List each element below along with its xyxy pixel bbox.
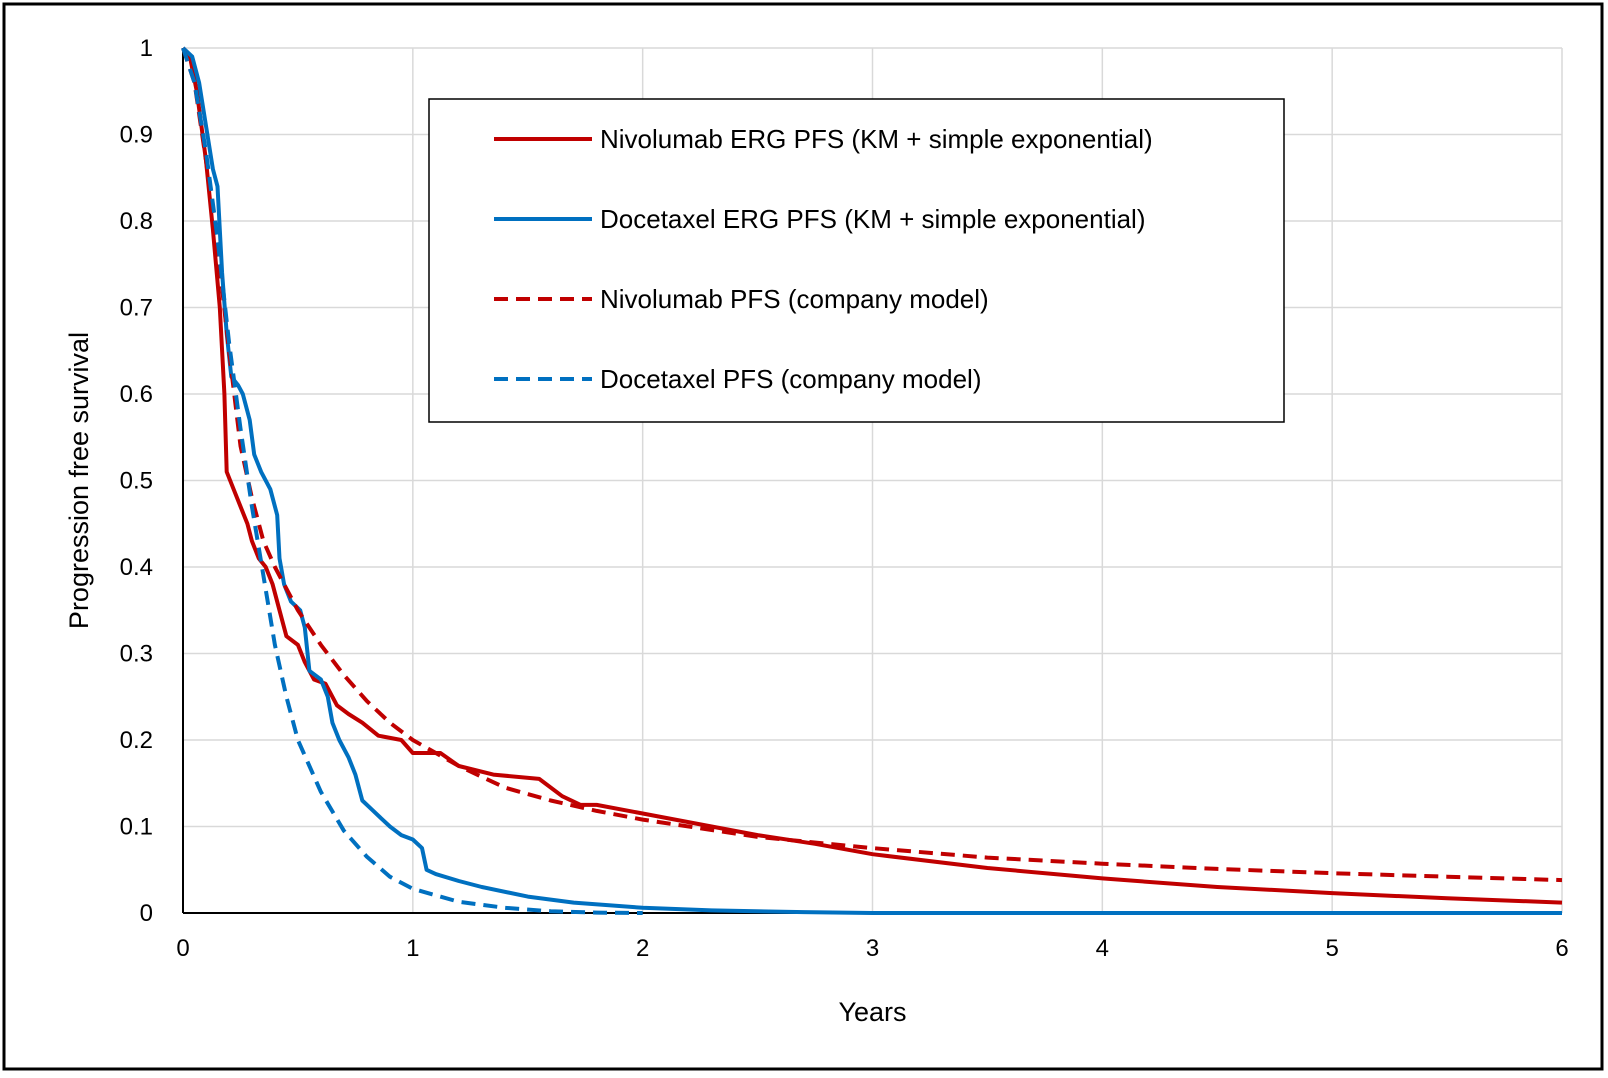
x-tick-label: 5 [1325,935,1338,962]
legend-label: Nivolumab ERG PFS (KM + simple exponenti… [600,124,1153,154]
x-tick-label: 2 [636,935,649,962]
y-tick-label: 0.6 [120,381,153,408]
legend-box [428,98,1285,423]
y-tick-label: 0.3 [120,641,153,668]
x-tick-label: 4 [1096,935,1109,962]
legend-item: Docetaxel PFS (company model) [494,364,981,394]
series-lines [181,46,1563,915]
y-tick-label: 0.7 [120,295,153,322]
y-tick-label: 0.1 [120,814,153,841]
x-tick-label: 3 [866,935,879,962]
y-tick-label: 0.5 [120,468,153,495]
y-tick-label: 0.9 [120,122,153,149]
legend-item: Docetaxel ERG PFS (KM + simple exponenti… [494,204,1146,234]
y-tick-label: 1 [140,35,153,62]
tick-labels: 0 0.1 0.2 0.3 0.4 0.5 0.6 0.7 0.8 0.9 1 0 1 2 3 4 5 6 [120,35,1569,962]
legend-item: Nivolumab PFS (company model) [494,284,989,314]
series-line-4 [181,47,643,915]
legend-item: Nivolumab ERG PFS (KM + simple exponenti… [494,124,1153,154]
legend-label: Nivolumab PFS (company model) [600,284,989,314]
legend-label: Docetaxel PFS (company model) [600,364,981,394]
y-axis-title: Progression free survival [64,332,94,629]
y-tick-label: 0 [140,900,153,927]
x-tick-label: 0 [176,935,189,962]
legend: Nivolumab ERG PFS (KM + simple exponenti… [428,98,1285,423]
y-tick-label: 0.4 [120,554,153,581]
x-axis-title: Years [838,997,906,1027]
y-tick-label: 0.2 [120,727,153,754]
y-tick-label: 0.8 [120,208,153,235]
x-tick-label: 1 [406,935,419,962]
x-tick-label: 6 [1555,935,1568,962]
legend-label: Docetaxel ERG PFS (KM + simple exponenti… [600,204,1146,234]
